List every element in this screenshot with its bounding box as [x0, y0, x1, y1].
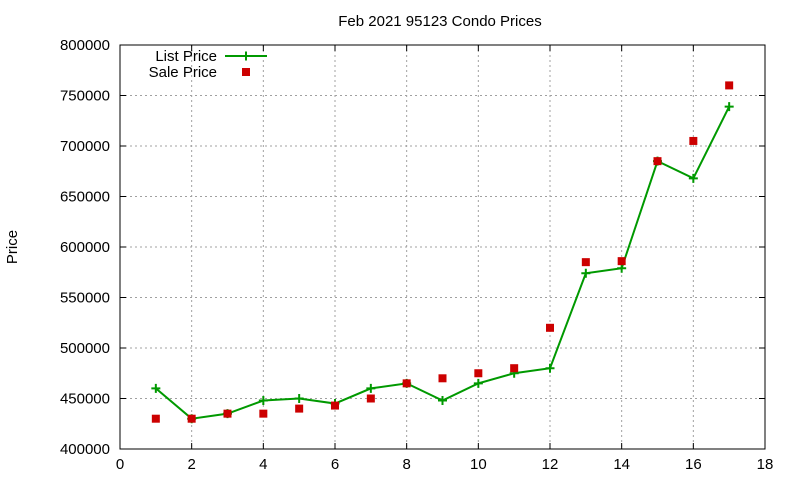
x-tick-label: 6 [331, 456, 339, 473]
list-price-point [617, 263, 627, 273]
list-price-point [688, 173, 698, 183]
x-tick-label: 18 [757, 456, 774, 473]
sale-price-point [402, 379, 411, 388]
x-tick-label: 12 [542, 456, 559, 473]
y-tick-label: 600000 [60, 239, 110, 256]
legend-label: List Price [155, 48, 217, 65]
x-tick-label: 4 [259, 456, 267, 473]
series-sale-price [151, 81, 734, 423]
sale-price-point [474, 369, 483, 378]
legend-swatch-marker [241, 51, 251, 61]
x-tick-label: 14 [613, 456, 630, 473]
list-price-point [545, 363, 555, 373]
sale-price-point [187, 414, 196, 423]
sale-price-point [510, 364, 519, 373]
sale-price-point [653, 157, 662, 166]
sale-price-point [725, 81, 734, 90]
sale-price-point [617, 257, 626, 266]
sale-price-point [259, 409, 268, 418]
list-price-point [438, 396, 447, 406]
series-layer [151, 81, 734, 424]
list-price-point [473, 378, 483, 388]
sale-price-point [223, 409, 232, 418]
axis-ticks: 0 2 4 6 8 10 12 14 16 18 400000 450000 500000 550000 6… [60, 37, 773, 473]
sale-price-point [438, 374, 447, 383]
y-tick-label: 400000 [60, 441, 110, 458]
x-tick-label: 8 [402, 456, 410, 473]
list-price-point [581, 268, 591, 278]
list-price-point [151, 383, 161, 393]
list-price-point [294, 394, 304, 403]
sale-price-point [581, 258, 590, 267]
sale-price-point [295, 404, 304, 413]
list-price-point [258, 396, 268, 406]
sale-price-point [331, 401, 339, 410]
list-price-point [724, 102, 734, 112]
x-tick-label: 2 [187, 456, 195, 473]
legend-label: Sale Price [149, 64, 217, 81]
sale-price-point [366, 394, 375, 403]
y-tick-label: 800000 [60, 37, 110, 54]
legend-swatch-marker [242, 68, 250, 76]
y-axis-label: Price [4, 230, 21, 264]
y-tick-label: 500000 [60, 340, 110, 357]
y-tick-label: 700000 [60, 138, 110, 155]
x-tick-label: 16 [685, 456, 702, 473]
sale-price-point [546, 323, 554, 332]
x-tick-label: 0 [116, 456, 124, 473]
sale-price-point [689, 136, 698, 145]
x-tick-label: 10 [470, 456, 487, 473]
chart-title: Feb 2021 95123 Condo Prices [338, 13, 541, 30]
y-tick-label: 550000 [60, 290, 110, 307]
y-tick-label: 650000 [60, 189, 110, 206]
list-price-point [366, 383, 376, 393]
grid-lines [120, 45, 765, 449]
y-tick-label: 750000 [60, 88, 110, 105]
y-tick-label: 450000 [60, 391, 110, 408]
sale-price-point [151, 414, 160, 423]
list-price-line [155, 106, 731, 420]
